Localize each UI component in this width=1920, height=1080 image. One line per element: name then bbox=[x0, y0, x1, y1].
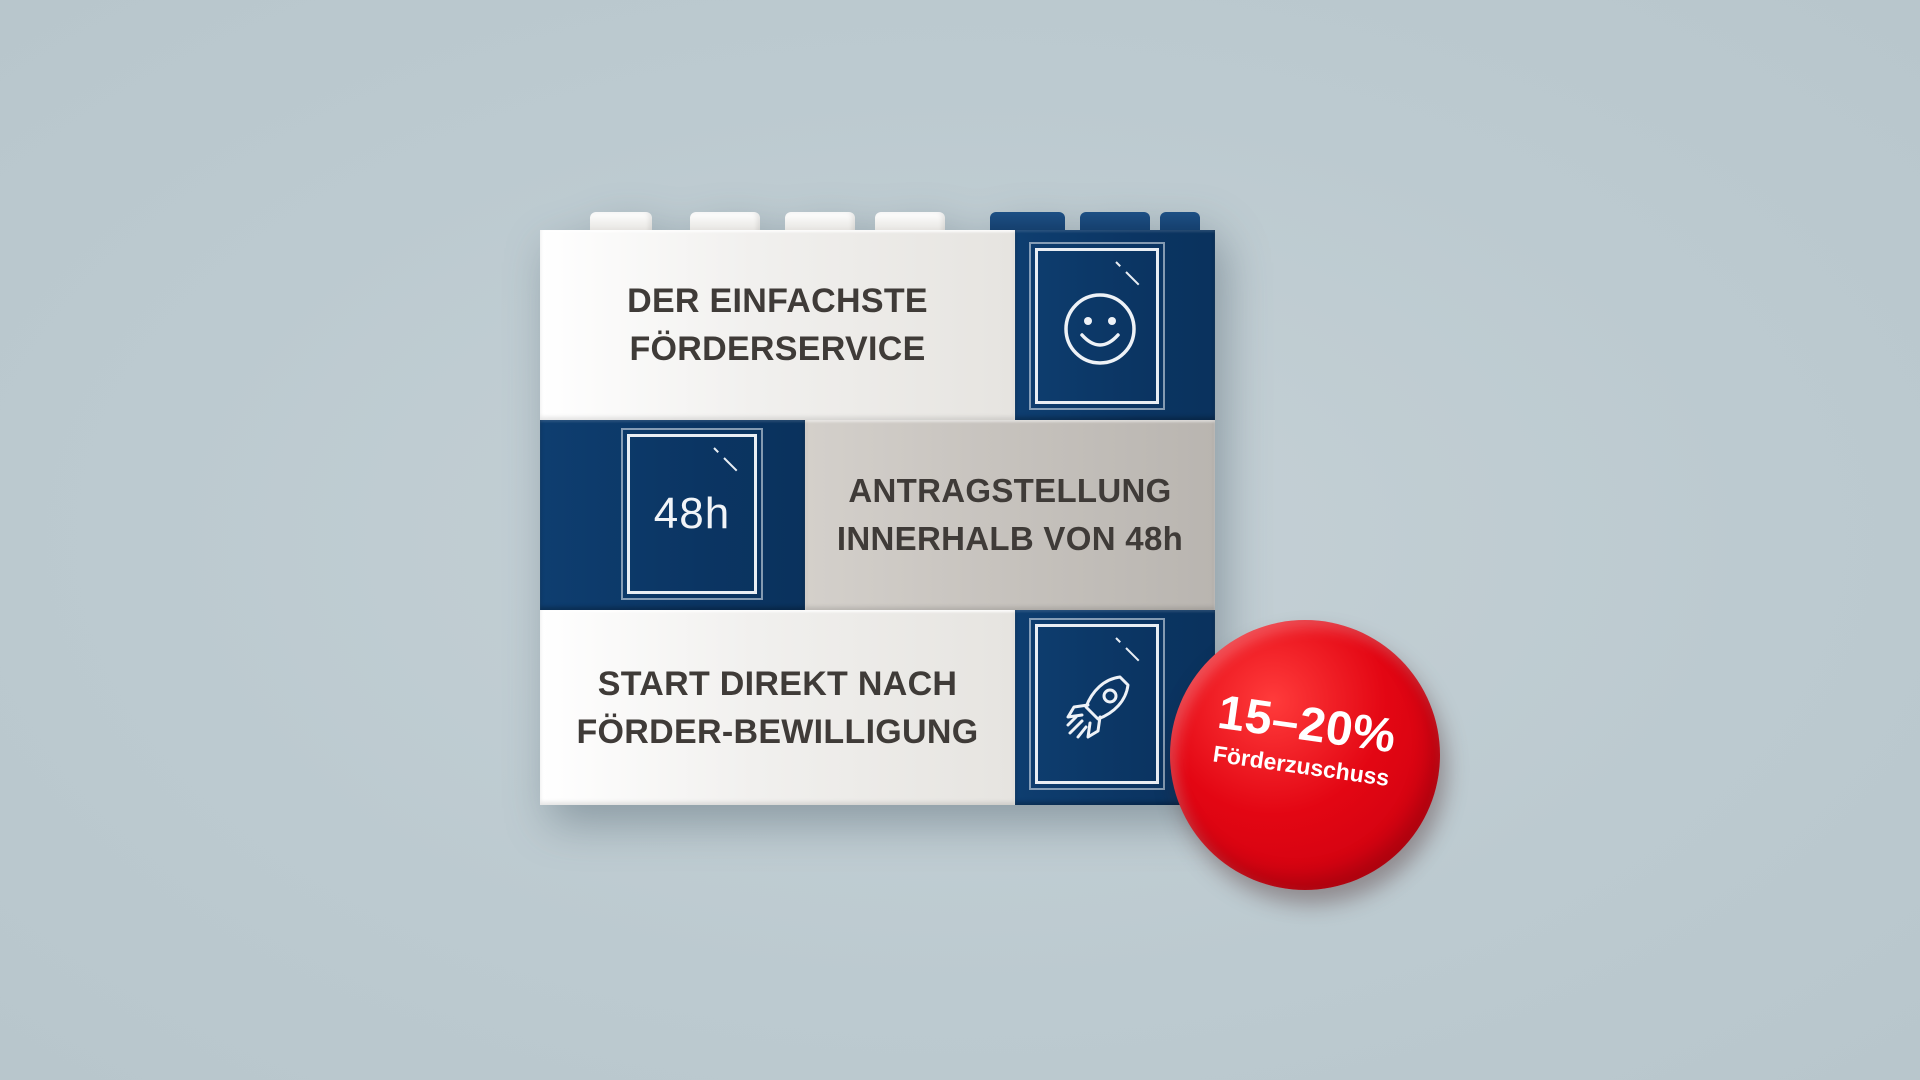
discount-badge: 15–20% Förderzuschuss bbox=[1170, 620, 1440, 890]
glint-icon bbox=[718, 447, 744, 473]
headline-einfachste: DER EINFACHSTE bbox=[627, 282, 928, 320]
icon-frame-48h: 48h bbox=[621, 428, 763, 600]
brick-top-left: DER EINFACHSTE FÖRDERSERVICE bbox=[540, 230, 1015, 420]
smiley-icon bbox=[1064, 293, 1136, 365]
headline-start: START DIREKT NACH bbox=[597, 664, 958, 703]
brick-top-right bbox=[1015, 230, 1215, 420]
headline-foerderservice: FÖRDERSERVICE bbox=[629, 330, 926, 368]
rocket-icon bbox=[1066, 675, 1130, 739]
glint-icon bbox=[1120, 261, 1146, 287]
hours-label: 48h bbox=[653, 489, 731, 538]
brick-middle-right: ANTRAGSTELLUNG INNERHALB VON 48h bbox=[805, 420, 1215, 610]
brick-bottom-text: START DIREKT NACH FÖRDER-BEWILLIGUNG bbox=[540, 660, 1015, 756]
brick-bottom-left: START DIREKT NACH FÖRDER-BEWILLIGUNG bbox=[540, 610, 1015, 805]
headline-bewilligung: FÖRDER-BEWILLIGUNG bbox=[576, 712, 979, 751]
glint-icon bbox=[1120, 637, 1146, 663]
brick-top-text: DER EINFACHSTE FÖRDERSERVICE bbox=[540, 277, 1015, 373]
badge-content: 15–20% Förderzuschuss bbox=[1166, 680, 1445, 799]
headline-innerhalb: INNERHALB VON 48h bbox=[836, 520, 1184, 557]
brick-middle-text: ANTRAGSTELLUNG INNERHALB VON 48h bbox=[805, 467, 1215, 563]
brick-middle-left: 48h bbox=[540, 420, 805, 610]
icon-frame-smiley bbox=[1029, 242, 1165, 410]
brick-wall: DER EINFACHSTE FÖRDERSERVICE 48h bbox=[540, 212, 1215, 805]
headline-antragstellung: ANTRAGSTELLUNG bbox=[848, 472, 1172, 509]
icon-frame-rocket bbox=[1029, 618, 1165, 790]
